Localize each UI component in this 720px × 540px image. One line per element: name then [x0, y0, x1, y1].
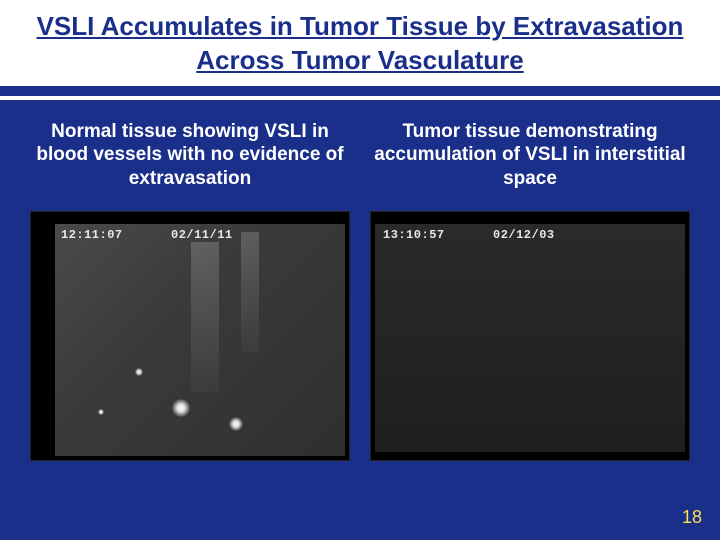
micrograph-right: 13:10:57 02/12/03 — [370, 211, 690, 461]
captions-row: Normal tissue showing VSLI in blood vess… — [0, 100, 720, 201]
vessel-streak — [241, 232, 259, 352]
fluorescent-spot — [135, 368, 143, 376]
title-block: VSLI Accumulates in Tumor Tissue by Extr… — [0, 0, 720, 90]
timestamp-time-left: 12:11:07 — [61, 228, 123, 242]
slide-title: VSLI Accumulates in Tumor Tissue by Extr… — [20, 10, 700, 78]
timestamp-date-left: 02/11/11 — [171, 228, 233, 242]
page-number: 18 — [682, 507, 702, 528]
timestamp-time-right: 13:10:57 — [383, 228, 445, 242]
micrograph-left: 12:11:07 02/11/11 — [30, 211, 350, 461]
fluorescent-spot — [172, 399, 190, 417]
micrograph-right-bg — [375, 224, 685, 452]
slide: VSLI Accumulates in Tumor Tissue by Extr… — [0, 0, 720, 540]
images-row: 12:11:07 02/11/11 13:10:57 02/12/03 — [0, 201, 720, 461]
caption-right: Tumor tissue demonstrating accumulation … — [370, 120, 690, 191]
timestamp-date-right: 02/12/03 — [493, 228, 555, 242]
vessel-streak — [191, 242, 219, 392]
fluorescent-spot — [229, 417, 243, 431]
fluorescent-spot — [98, 409, 104, 415]
caption-left: Normal tissue showing VSLI in blood vess… — [30, 120, 350, 191]
